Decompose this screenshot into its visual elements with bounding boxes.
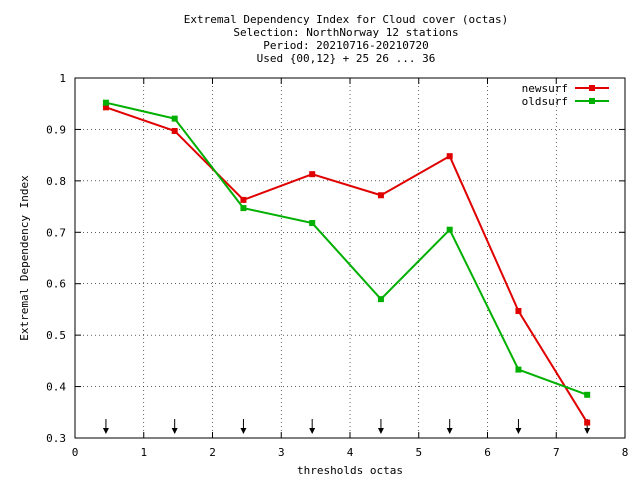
- data-point-newsurf: [171, 127, 178, 134]
- x-tick-label: 7: [553, 446, 560, 459]
- legend-marker-newsurf: [589, 85, 595, 91]
- x-tick-label: 4: [347, 446, 354, 459]
- data-point-oldsurf: [240, 205, 247, 212]
- y-tick-label: 0.9: [46, 123, 66, 136]
- data-point-newsurf: [584, 419, 591, 426]
- threshold-arrow-head: [515, 428, 522, 434]
- threshold-arrow-head: [102, 428, 109, 434]
- chart-title: Extremal Dependency Index for Cloud cove…: [184, 13, 509, 65]
- data-point-oldsurf: [377, 296, 384, 303]
- x-tick-label: 1: [140, 446, 147, 459]
- y-tick-label: 0.7: [46, 226, 66, 239]
- y-axis-label: Extremal Dependency Index: [18, 175, 31, 341]
- x-tick-label: 6: [484, 446, 491, 459]
- data-point-oldsurf: [102, 99, 109, 106]
- y-tick-label: 0.6: [46, 278, 66, 291]
- threshold-arrows: [102, 419, 591, 434]
- axis-ticks: 0 1 2 3 4 5 6 7 8 0.3 0.4 0.5 0.6 0.7 0.8 0.9 1: [46, 72, 628, 459]
- data-point-newsurf: [446, 153, 453, 160]
- series-line-newsurf: [105, 106, 589, 424]
- grid: [75, 78, 625, 438]
- threshold-arrow-head: [446, 428, 453, 434]
- data-point-newsurf: [309, 171, 316, 178]
- threshold-arrow-head: [171, 428, 178, 434]
- data-point-oldsurf: [309, 220, 316, 227]
- data-point-oldsurf: [515, 366, 522, 373]
- title-line-1: Extremal Dependency Index for Cloud cove…: [184, 13, 509, 26]
- y-tick-label: 1: [59, 72, 66, 85]
- series-line-oldsurf: [105, 101, 588, 396]
- data-point-newsurf: [240, 196, 247, 203]
- legend-marker-oldsurf: [589, 98, 595, 104]
- data-point-newsurf: [515, 307, 522, 314]
- data-point-newsurf: [377, 192, 384, 199]
- data-point-oldsurf: [584, 391, 591, 398]
- x-axis-label: thresholds octas: [297, 464, 403, 477]
- threshold-arrow-head: [309, 428, 316, 434]
- title-line-3: Period: 20210716-20210720: [263, 39, 429, 52]
- threshold-arrow-head: [377, 428, 384, 434]
- legend-label-oldsurf: oldsurf: [522, 95, 568, 108]
- title-line-4: Used {00,12} + 25 26 ... 36: [257, 52, 436, 65]
- x-tick-label: 0: [72, 446, 79, 459]
- x-tick-label: 8: [622, 446, 629, 459]
- series-layer: [102, 99, 591, 426]
- x-tick-label: 3: [278, 446, 285, 459]
- y-tick-label: 0.5: [46, 329, 66, 342]
- y-tick-label: 0.4: [46, 381, 66, 394]
- y-tick-label: 0.3: [46, 432, 66, 445]
- data-point-oldsurf: [446, 226, 453, 233]
- legend-label-newsurf: newsurf: [522, 82, 568, 95]
- data-point-oldsurf: [171, 115, 178, 122]
- x-tick-label: 5: [415, 446, 422, 459]
- data-point-newsurf: [102, 104, 109, 111]
- title-line-2: Selection: NorthNorway 12 stations: [233, 26, 458, 39]
- x-tick-label: 2: [209, 446, 216, 459]
- y-tick-label: 0.8: [46, 175, 66, 188]
- threshold-arrow-head: [584, 428, 591, 434]
- threshold-arrow-head: [240, 428, 247, 434]
